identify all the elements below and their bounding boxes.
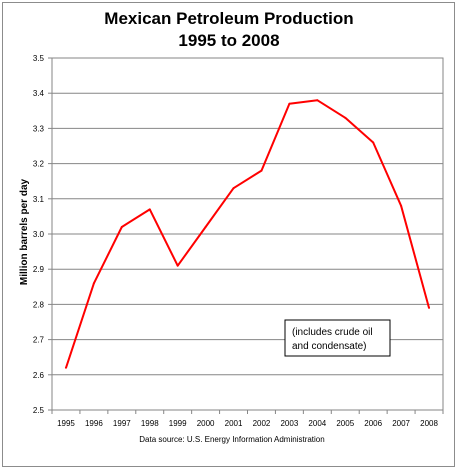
x-tick-label: 1998 [141,419,159,428]
data-point [260,169,263,172]
x-tick-label: 2000 [197,419,215,428]
data-points [64,99,431,369]
x-tick-label: 2007 [392,419,410,428]
data-point [316,99,319,102]
data-point [344,116,347,119]
data-point [64,366,67,369]
data-point [288,102,291,105]
y-tick-label: 3.2 [33,160,45,169]
y-tick-label: 3.1 [33,195,45,204]
x-tick-label: 1999 [169,419,187,428]
y-tick-label: 2.9 [33,265,45,274]
data-point [428,306,431,309]
data-point [372,141,375,144]
x-tick-label: 1995 [57,419,75,428]
x-tick-label: 1996 [85,419,103,428]
data-source-note: Data source: U.S. Energy Information Adm… [139,435,324,444]
series-line [65,99,430,369]
annotation-line-2: and condensate) [292,341,367,352]
y-axis-label: Million barrels per day [19,178,30,285]
y-tick-label: 2.8 [33,300,45,309]
gridlines [52,92,443,376]
y-tick-label: 2.6 [33,371,45,380]
data-point [148,208,151,211]
y-tick-label: 3.4 [33,89,45,98]
x-tick-label: 1997 [113,419,131,428]
x-tick-label: 2003 [280,419,298,428]
x-tick-label: 2002 [253,419,271,428]
data-point [120,225,123,228]
y-tick-label: 3.3 [33,124,45,133]
data-point [92,282,95,285]
y-tick-label: 2.7 [33,336,45,345]
y-tick-label: 3.5 [33,54,45,63]
x-tick-label: 2008 [420,419,438,428]
chart-title-line1: Mexican Petroleum Production [104,9,353,28]
x-tick-label: 2004 [308,419,326,428]
annotation-line-1: (includes crude oil [292,327,373,338]
y-axis-ticks: 2.5 2.6 2.7 2.8 2.9 3.0 3.1 3.2 3.3 3.4 3.5 [33,54,52,415]
data-point [204,225,207,228]
x-axis-ticks: 1995 1996 1997 1998 1999 2000 2001 2002 2003 2004… [51,410,444,428]
x-tick-label: 2001 [225,419,243,428]
x-tick-label: 2006 [364,419,382,428]
y-tick-label: 3.0 [33,230,45,239]
annotation-box [284,319,391,357]
data-point [400,204,403,207]
data-point [176,264,179,267]
y-tick-label: 2.5 [33,406,45,415]
data-point [232,187,235,190]
x-tick-label: 2005 [336,419,354,428]
chart-title-line2: 1995 to 2008 [178,31,279,50]
